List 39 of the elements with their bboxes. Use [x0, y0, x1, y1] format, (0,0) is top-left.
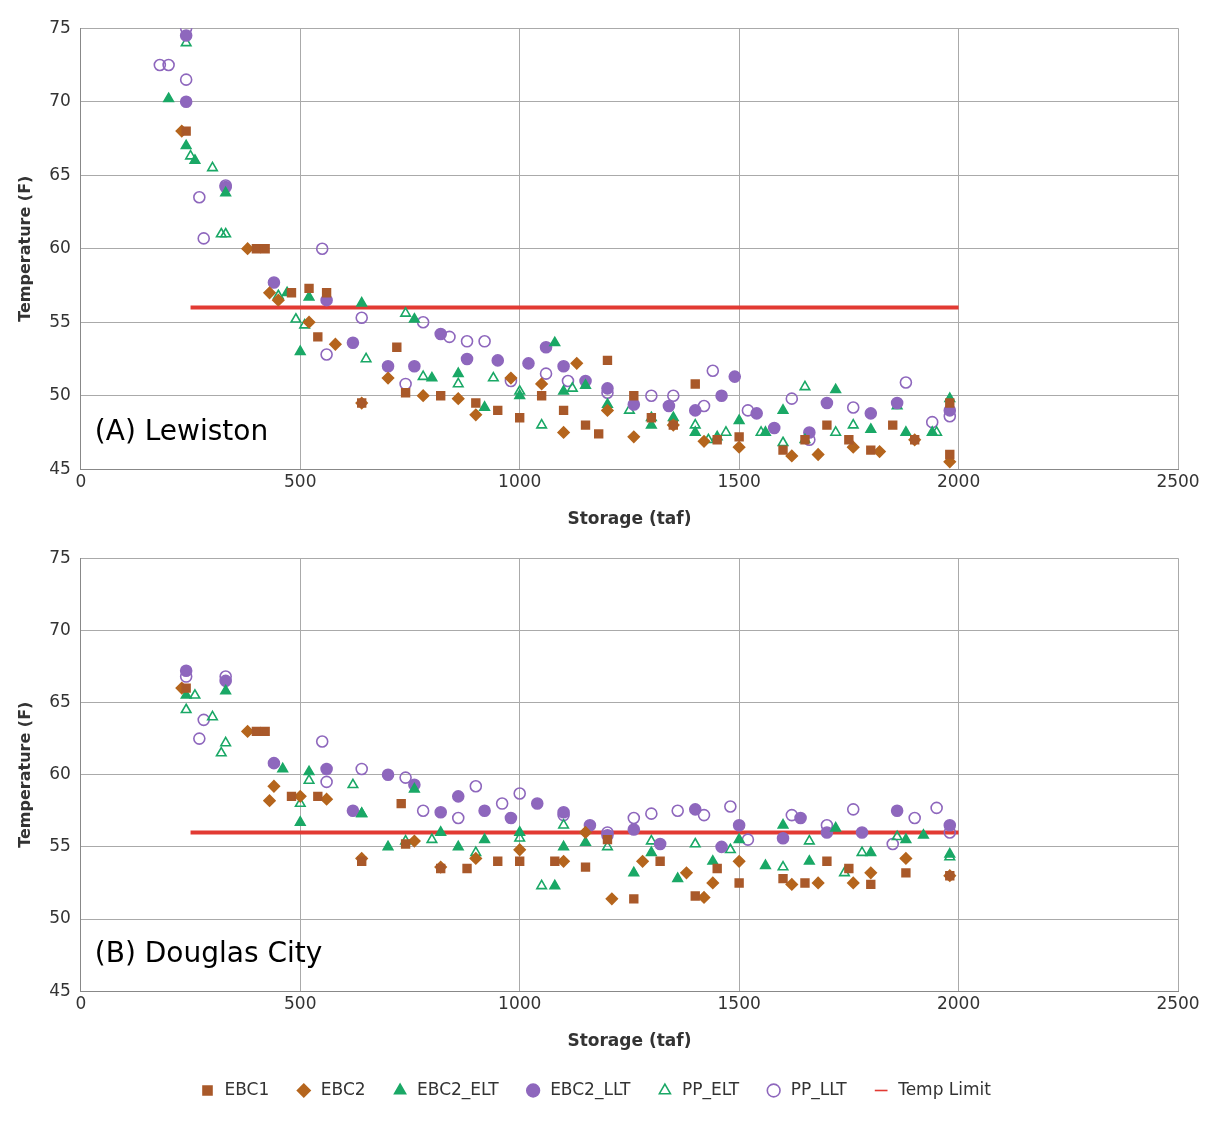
y-axis-title: Temperature (F)	[14, 701, 34, 848]
y-tick-label: 75	[49, 546, 71, 567]
y-tick-label: 55	[49, 835, 71, 856]
x-tick-label: 2500	[1156, 470, 1200, 491]
y-tick-label: 50	[49, 907, 71, 928]
y-tick-label: 60	[49, 237, 71, 258]
x-tick-label: 2000	[936, 470, 981, 491]
x-tick-label: 0	[75, 992, 87, 1013]
x-tick-label: 500	[284, 470, 317, 491]
y-tick-label: 70	[49, 90, 71, 111]
y-tick-label: 65	[49, 690, 71, 711]
y-tick-label: 55	[49, 310, 71, 331]
legend-label: EBC2_ELT	[417, 1078, 500, 1100]
y-tick-label: 70	[49, 618, 71, 639]
x-tick-label: 1500	[717, 992, 761, 1013]
legend-label: PP_ELT	[681, 1078, 740, 1100]
legend-label: EBC2_LLT	[550, 1078, 632, 1100]
x-tick-label: 2000	[936, 992, 981, 1013]
legend-label: EBC1	[224, 1078, 270, 1099]
x-tick-label: 1000	[498, 992, 542, 1013]
x-tick-label: 1500	[717, 470, 761, 491]
y-tick-label: 45	[49, 979, 71, 1000]
x-axis-title: Storage (taf)	[567, 508, 692, 529]
x-tick-label: 1000	[498, 470, 542, 491]
y-tick-label: 60	[49, 763, 71, 784]
legend-label: Temp Limit	[897, 1078, 992, 1099]
x-tick-label: 2500	[1156, 992, 1200, 1013]
y-tick-label: 75	[49, 16, 71, 37]
y-tick-label: 50	[49, 384, 71, 405]
legend-label: EBC2	[320, 1078, 366, 1099]
y-axis-title: Temperature (F)	[14, 175, 34, 322]
annotation: (A) Lewiston	[94, 414, 269, 448]
x-tick-label: 0	[75, 470, 87, 491]
y-tick-label: 45	[49, 457, 71, 478]
legend-label: PP_LLT	[790, 1078, 848, 1100]
x-tick-label: 500	[284, 992, 317, 1013]
annotation: (B) Douglas City	[94, 936, 323, 970]
x-axis-title: Storage (taf)	[567, 1030, 692, 1051]
y-tick-label: 65	[49, 163, 71, 184]
